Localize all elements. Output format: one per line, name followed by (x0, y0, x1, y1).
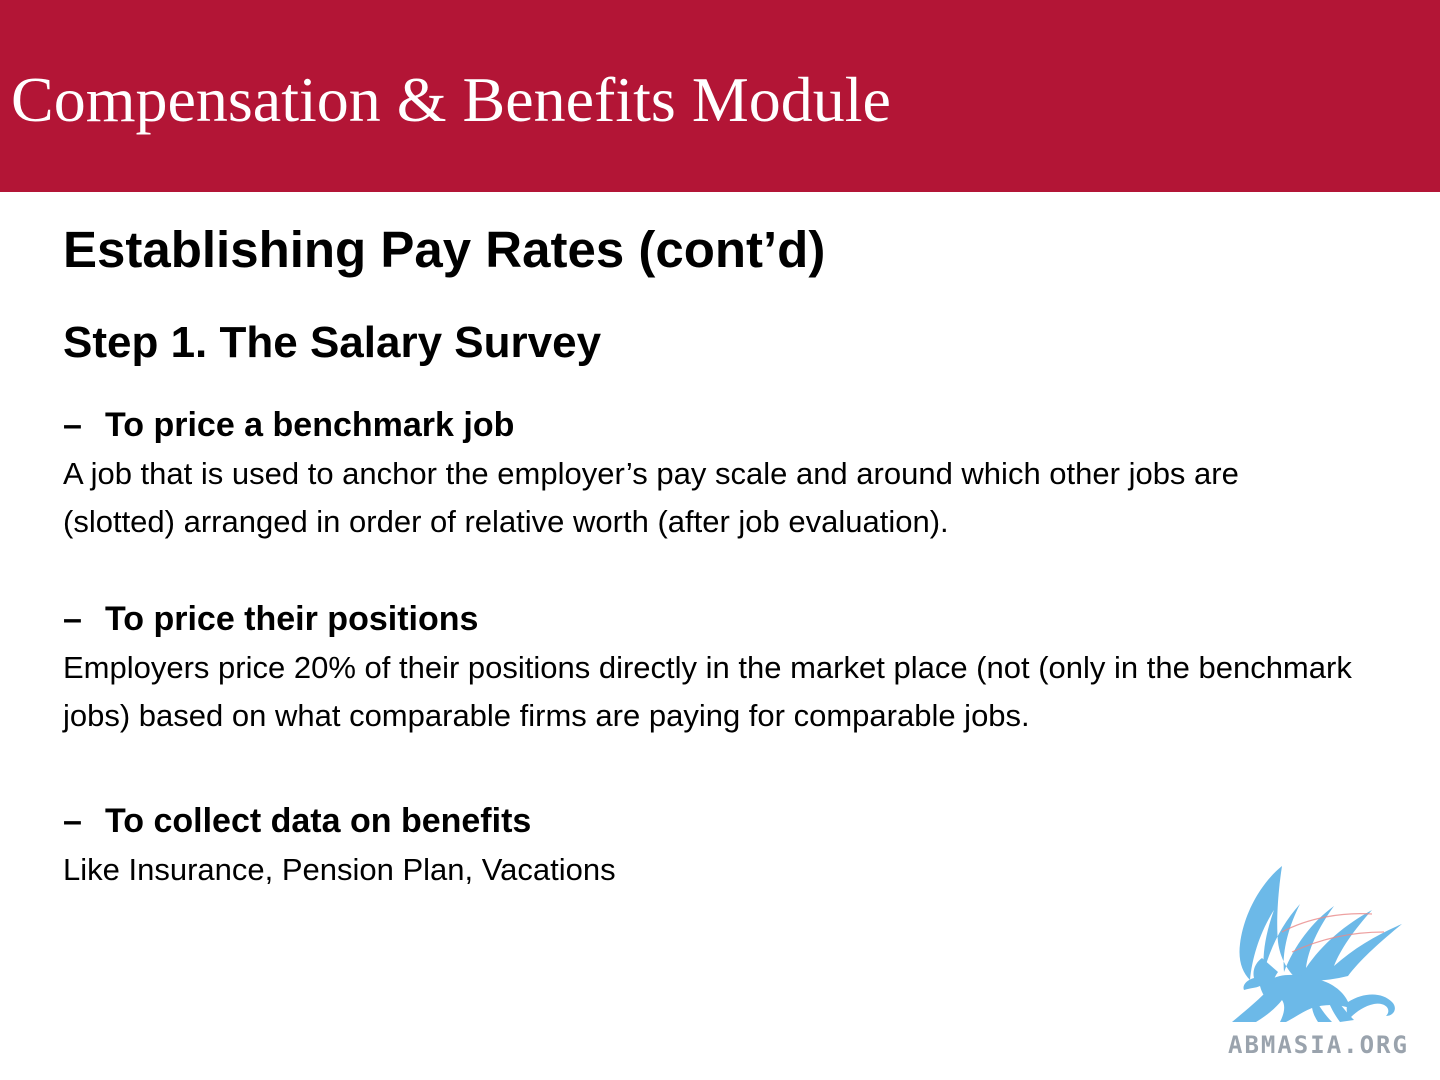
section-body: Employers price 20% of their positions d… (63, 650, 1352, 733)
section-body: A job that is used to anchor the employe… (63, 456, 1239, 539)
slide-content: Establishing Pay Rates (cont’d) Step 1. … (63, 212, 1363, 894)
section-benefits-data: – To collect data on benefits Like Insura… (63, 796, 1363, 894)
section-benchmark-job: – To price a benchmark job A job that is … (63, 400, 1363, 546)
section-heading-text: To collect data on benefits (105, 802, 532, 840)
module-title: Compensation & Benefits Module (11, 64, 891, 135)
griffin-icon (1232, 866, 1402, 1022)
section-heading: – To price their positions (63, 594, 1363, 644)
slide-title: Establishing Pay Rates (cont’d) (63, 221, 826, 278)
section-heading-text: To price a benchmark job (105, 406, 515, 444)
bullet-dash: – (63, 600, 82, 638)
section-body: Like Insurance, Pension Plan, Vacations (63, 852, 616, 887)
section-heading: – To collect data on benefits (63, 796, 1363, 846)
section-price-positions: – To price their positions Employers pric… (63, 594, 1363, 740)
header-band: Compensation & Benefits Module (0, 0, 1440, 192)
section-heading-text: To price their positions (105, 600, 479, 638)
bullet-dash: – (63, 406, 82, 444)
logo-text: ABMASIA.ORG (1228, 1031, 1409, 1059)
step-title: Step 1. The Salary Survey (63, 318, 602, 367)
bullet-dash: – (63, 802, 82, 840)
section-heading: – To price a benchmark job (63, 400, 1363, 450)
